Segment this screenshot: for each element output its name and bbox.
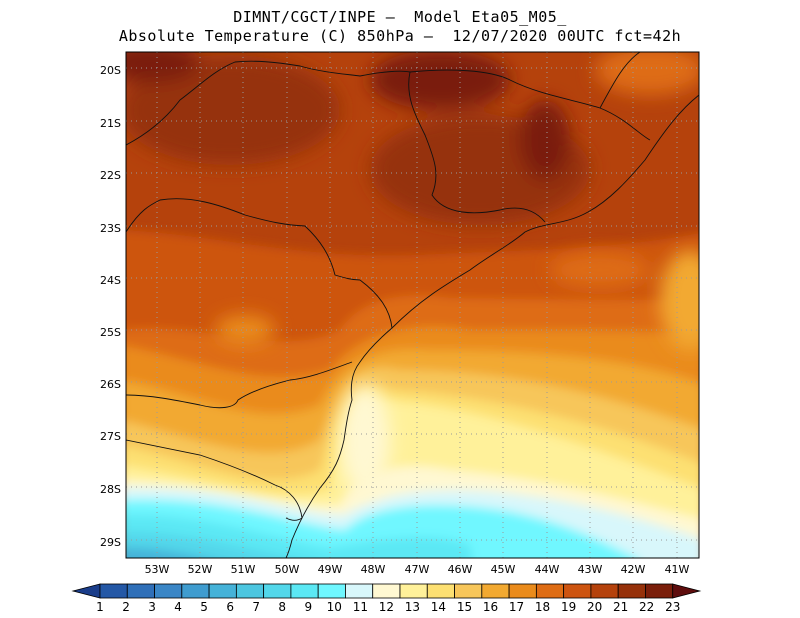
latitude-labels: 20S 21S 22S 23S 24S 25S 26S 27S 28S 29S <box>100 64 121 549</box>
colorbar-label: 9 <box>304 600 312 614</box>
colorbar-swatch <box>208 583 237 599</box>
colorbar-swatch <box>154 583 183 599</box>
colorbar-swatch <box>481 583 510 599</box>
lon-label: 43W <box>578 563 603 576</box>
lat-label: 28S <box>100 483 121 496</box>
colorbar-swatch <box>454 583 483 599</box>
colorbar-label: 2 <box>122 600 130 614</box>
colorbar-swatch <box>317 583 346 599</box>
graticule <box>126 52 699 558</box>
lat-label: 27S <box>100 430 121 443</box>
lat-label: 25S <box>100 326 121 339</box>
colorbar-label: 12 <box>379 600 394 614</box>
colorbar-label: 13 <box>405 600 420 614</box>
colorbar-swatch <box>535 583 565 599</box>
colorbar-swatch <box>290 583 319 599</box>
colorbar-label: 4 <box>174 600 182 614</box>
lat-label: 23S <box>100 222 121 235</box>
lat-label: 26S <box>100 378 121 391</box>
colorbar-swatch <box>617 583 646 599</box>
colorbar-label: 15 <box>457 600 472 614</box>
colorbar-swatch <box>181 583 210 599</box>
colorbar-label: 8 <box>278 600 286 614</box>
colorbar-swatch <box>645 583 674 599</box>
lat-label: 20S <box>100 64 121 77</box>
lon-label: 50W <box>275 563 300 576</box>
colorbar-swatch <box>508 583 537 599</box>
lon-label: 41W <box>665 563 690 576</box>
lat-label: 24S <box>100 274 121 287</box>
colorbar-swatch <box>590 583 619 599</box>
colorbar-label: 6 <box>226 600 234 614</box>
colorbar-swatch <box>345 583 374 599</box>
colorbar-label: 18 <box>535 600 550 614</box>
lon-label: 42W <box>621 563 646 576</box>
lon-label: 47W <box>405 563 430 576</box>
colorbar-swatch <box>99 583 128 599</box>
colorbar-swatch <box>235 583 265 599</box>
map-frame <box>125 51 700 559</box>
colorbar-high-arrow <box>672 583 702 599</box>
colorbar-swatch <box>372 583 401 599</box>
colorbar-label: 3 <box>148 600 156 614</box>
colorbar-swatch <box>126 583 155 599</box>
colorbar: 1 2 3 4 5 6 7 8 9 10 11 12 13 14 15 16 17 18 19 20 21 22 23 <box>71 583 702 614</box>
colorbar-label: 16 <box>483 600 498 614</box>
colorbar-swatch <box>563 583 592 599</box>
lat-label: 21S <box>100 117 121 130</box>
lat-label: 22S <box>100 169 121 182</box>
colorbar-swatch <box>399 583 428 599</box>
colorbar-label: 10 <box>327 600 342 614</box>
lon-label: 46W <box>448 563 473 576</box>
colorbar-label: 7 <box>252 600 260 614</box>
longitude-labels: 53W 52W 51W 50W 49W 48W 47W 46W 45W 44W 43W 42W 41W <box>145 563 690 576</box>
colorbar-label: 17 <box>509 600 524 614</box>
lon-label: 52W <box>188 563 213 576</box>
colorbar-label: 11 <box>353 600 368 614</box>
colorbar-label: 21 <box>613 600 628 614</box>
colorbar-label: 23 <box>665 600 680 614</box>
colorbar-swatch <box>263 583 292 599</box>
lon-label: 53W <box>145 563 170 576</box>
lon-label: 49W <box>318 563 343 576</box>
lon-label: 45W <box>491 563 516 576</box>
colorbar-swatch <box>426 583 455 599</box>
title-line-2: Absolute Temperature (C) 850hPa – 12/07/… <box>118 27 682 45</box>
lon-label: 51W <box>231 563 256 576</box>
colorbar-label: 5 <box>200 600 208 614</box>
lat-label: 29S <box>100 536 121 549</box>
colorbar-label: 14 <box>431 600 446 614</box>
colorbar-label: 22 <box>639 600 654 614</box>
lon-label: 48W <box>361 563 386 576</box>
title-line-1: DIMNT/CGCT/INPE – Model Eta05_M05_ <box>233 8 567 26</box>
shaded-temperature-field <box>126 52 699 558</box>
lon-label: 44W <box>535 563 560 576</box>
colorbar-label: 19 <box>561 600 576 614</box>
colorbar-label: 1 <box>96 600 104 614</box>
colorbar-label: 20 <box>587 600 602 614</box>
borders <box>126 52 699 558</box>
colorbar-low-arrow <box>71 583 101 599</box>
